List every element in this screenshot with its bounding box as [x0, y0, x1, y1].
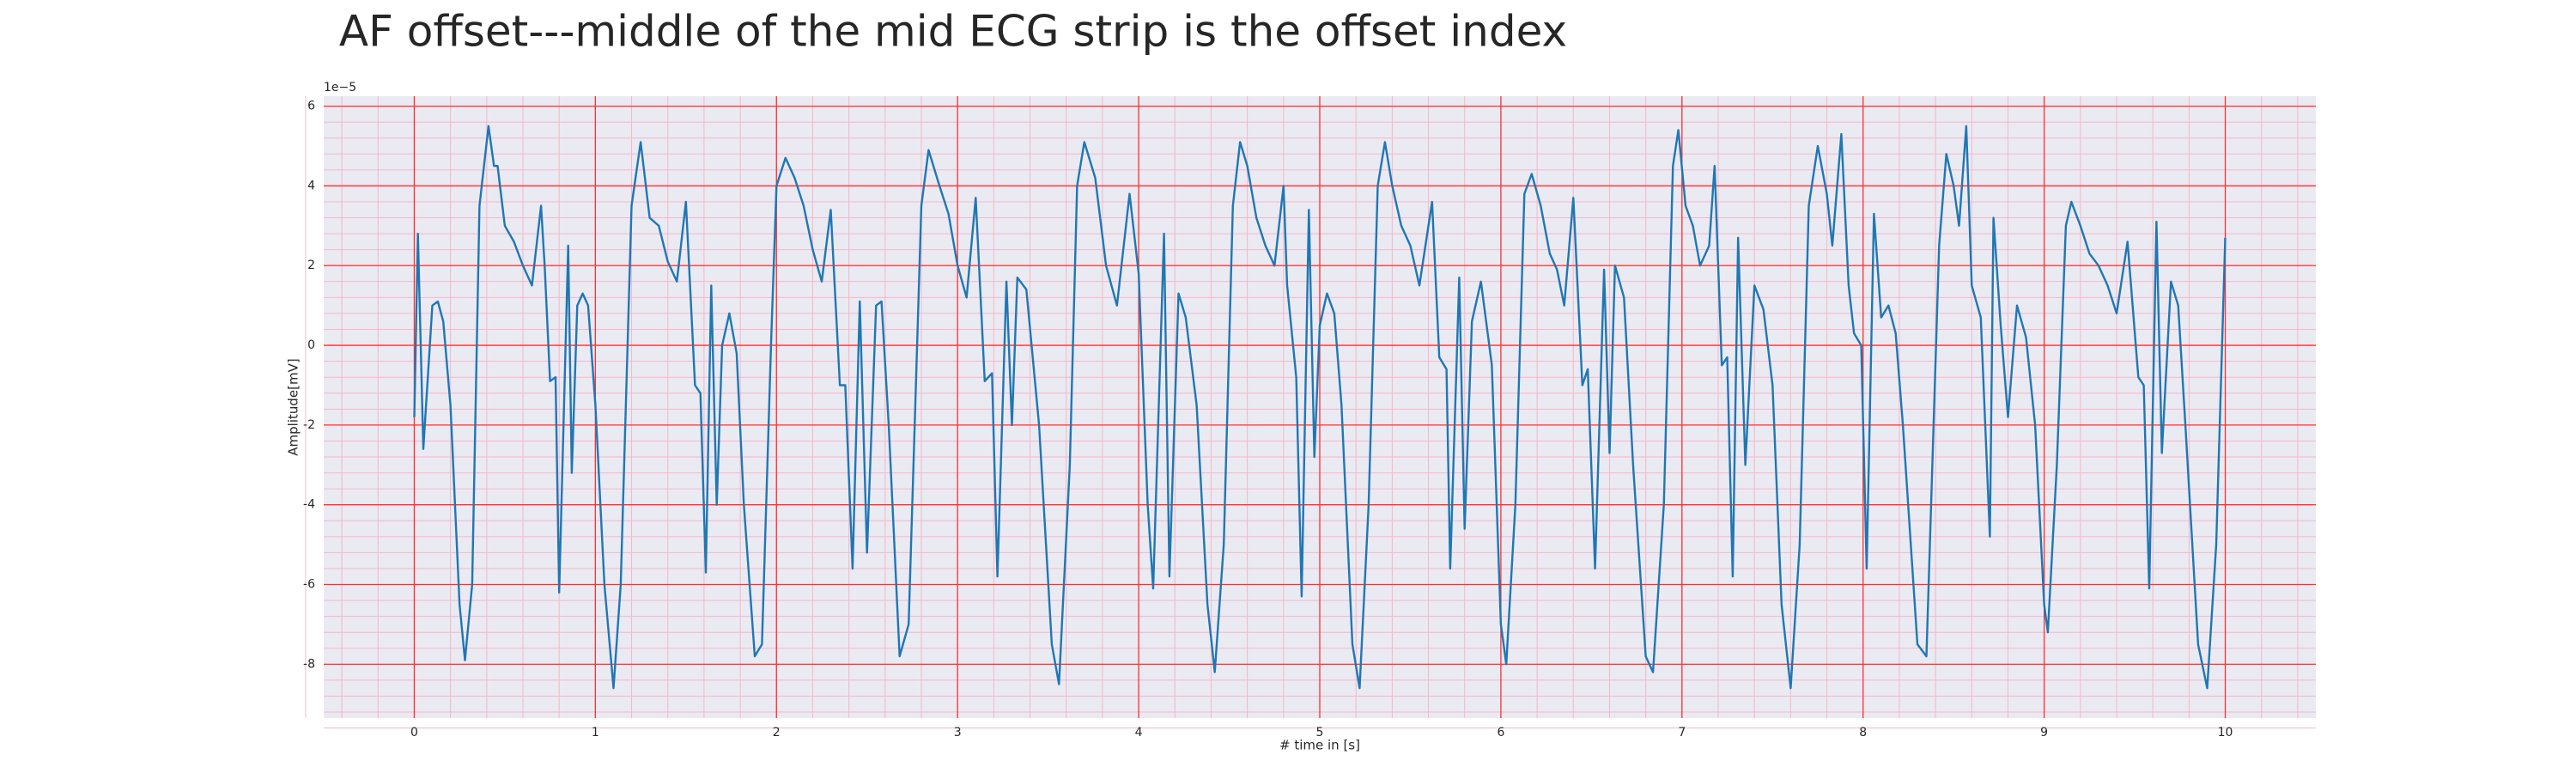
y-tick-label: -4	[303, 498, 315, 512]
y-tick-label: -8	[303, 657, 315, 671]
y-tick-label: 4	[307, 179, 315, 192]
y-axis-label: Amplitude[mV]	[286, 358, 301, 455]
x-tick-label: 6	[1497, 726, 1504, 740]
x-axis-label: # time in [s]	[1279, 738, 1360, 753]
x-tick-label: 8	[1859, 726, 1867, 740]
y-tick-label: 6	[307, 100, 315, 113]
x-tick-label: 1	[592, 726, 599, 740]
x-tick-label: 7	[1678, 726, 1686, 740]
x-tick-label: 4	[1135, 726, 1143, 740]
chart-title: AF offset---middle of the mid ECG strip …	[339, 7, 1567, 57]
x-tick-label: 9	[2040, 726, 2048, 740]
y-tick-label: 2	[307, 259, 315, 272]
y-tick-label: -6	[303, 578, 315, 592]
y-offset-label: 1e−5	[324, 81, 356, 94]
x-tick-label: 10	[2218, 726, 2233, 740]
y-tick-label: 0	[307, 338, 315, 352]
y-tick-label: -2	[303, 418, 315, 432]
x-tick-label: 2	[773, 726, 781, 740]
x-tick-label: 0	[410, 726, 418, 740]
x-tick-label: 3	[954, 726, 962, 740]
x-tick-label: 5	[1316, 726, 1324, 740]
line-series	[413, 125, 2227, 690]
